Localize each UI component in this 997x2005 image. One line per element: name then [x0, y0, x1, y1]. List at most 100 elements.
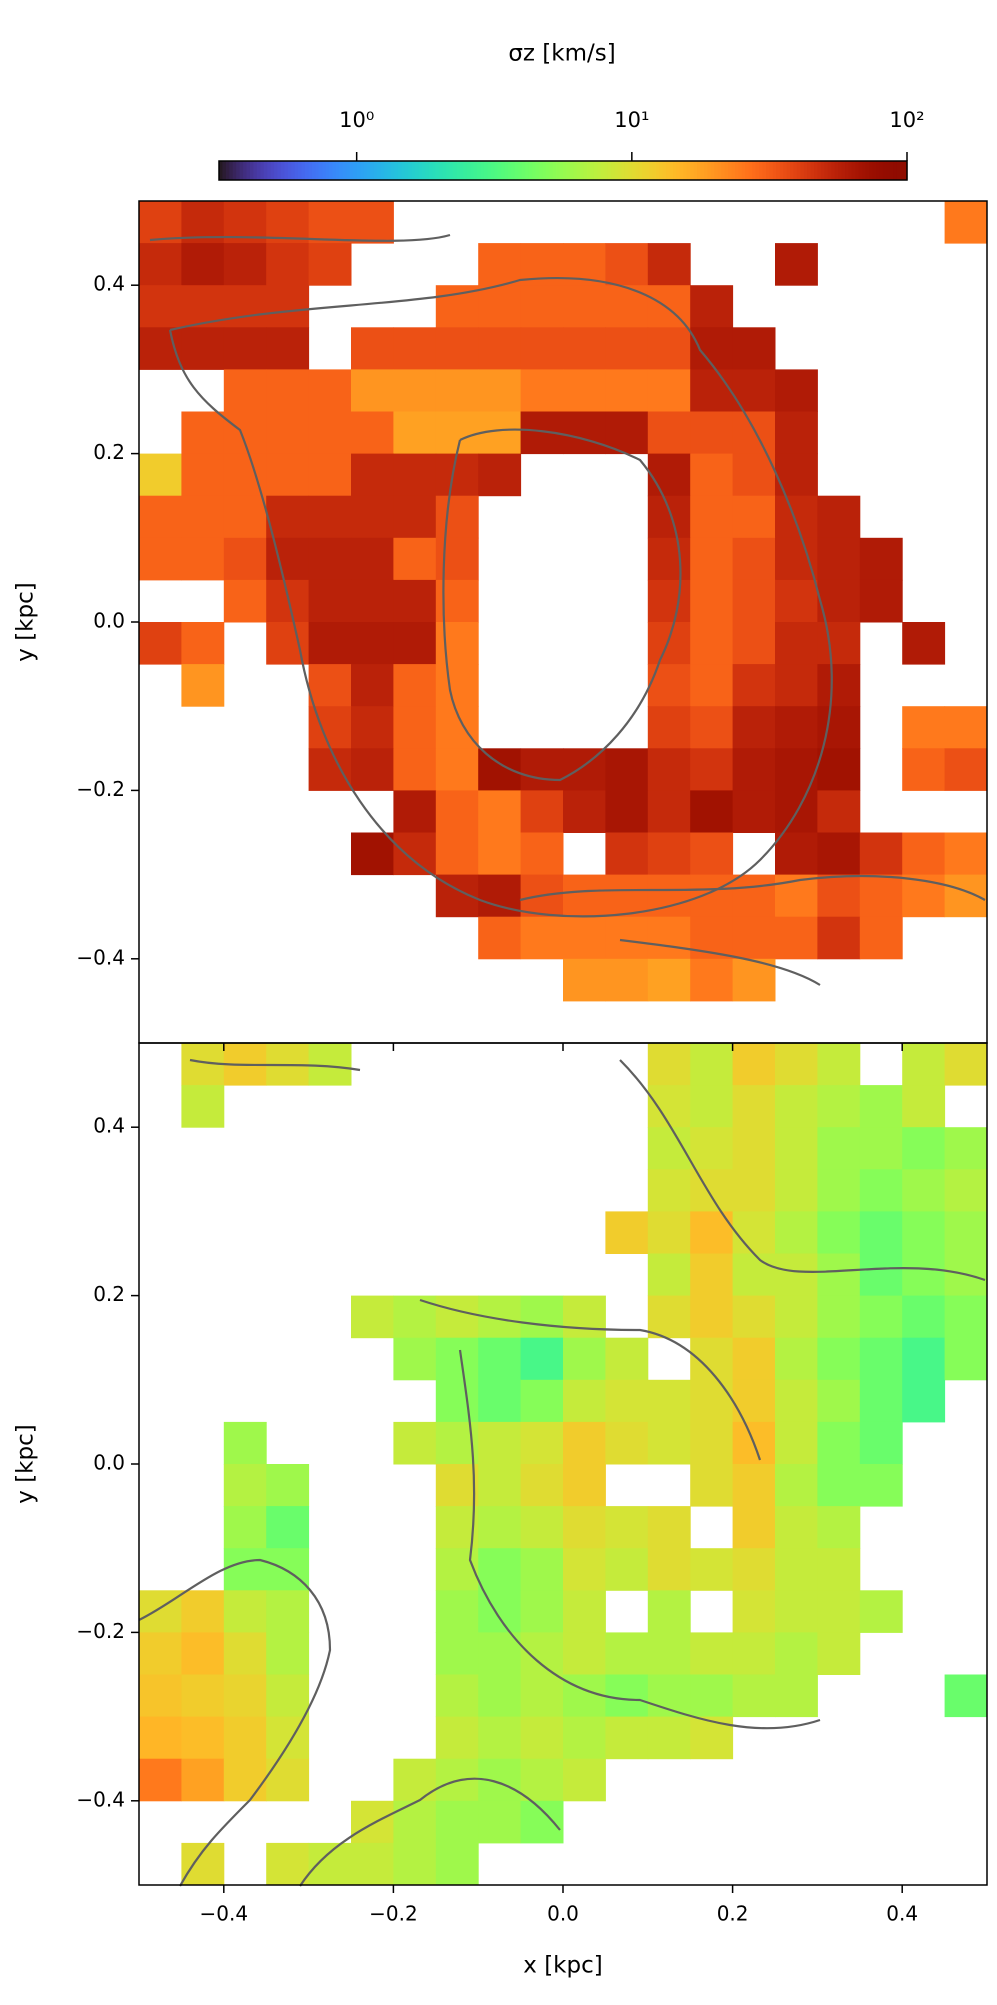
- heatmap-cell: [605, 1379, 649, 1423]
- heatmap-cell: [266, 1548, 310, 1591]
- heatmap-cell: [817, 790, 861, 833]
- colorbar-gradient: [556, 161, 561, 180]
- heatmap-cell: [647, 916, 691, 960]
- heatmap-cell: [435, 664, 479, 707]
- colorbar-gradient: [724, 161, 729, 180]
- heatmap-cell: [690, 832, 734, 876]
- heatmap-cell: [139, 495, 182, 539]
- heatmap-cell: [647, 243, 691, 286]
- y-tick-label: 0.4: [93, 272, 125, 296]
- heatmap-cell: [647, 790, 691, 833]
- x-tick-label: 0.0: [547, 1902, 579, 1926]
- x-tick-label: −0.2: [369, 1902, 418, 1926]
- heatmap-cell: [859, 1464, 903, 1507]
- colorbar-gradient: [401, 161, 406, 180]
- colorbar-gradient: [246, 161, 251, 180]
- heatmap-cell: [817, 1506, 861, 1549]
- heatmap-cell: [393, 1758, 437, 1802]
- heatmap-cell: [478, 1674, 522, 1718]
- colorbar-gradient: [624, 161, 629, 180]
- heatmap-cell: [647, 327, 691, 370]
- heatmap-cell: [817, 1337, 861, 1381]
- heatmap-cell: [647, 285, 691, 328]
- heatmap-cell: [308, 453, 352, 497]
- colorbar-gradient: [532, 161, 537, 180]
- colorbar-gradient: [366, 161, 371, 180]
- colorbar-gradient: [370, 161, 375, 180]
- heatmap-cell: [859, 832, 903, 876]
- heatmap-cell: [308, 537, 352, 581]
- heatmap-cell: [181, 1716, 225, 1760]
- heatmap-cell: [817, 537, 861, 581]
- heatmap-cell: [817, 622, 861, 665]
- heatmap-cell: [393, 369, 437, 412]
- colorbar-gradient: [604, 161, 609, 180]
- colorbar-gradient: [662, 161, 667, 180]
- heatmap-cell: [605, 1421, 649, 1465]
- heatmap-cell: [647, 537, 691, 581]
- colorbar-gradient: [353, 161, 358, 180]
- heatmap-cell: [435, 1674, 479, 1718]
- colorbar-gradient: [831, 161, 836, 180]
- heatmap-cell: [181, 664, 225, 707]
- y-tick-label: −0.2: [76, 777, 125, 801]
- colorbar-gradient: [821, 161, 826, 180]
- heatmap-cell: [139, 537, 182, 581]
- y-tick-label: −0.4: [76, 945, 125, 969]
- colorbar-gradient: [707, 161, 712, 180]
- colorbar-gradient: [339, 161, 344, 180]
- heatmap-cell: [690, 495, 734, 539]
- heatmap-cell: [266, 537, 310, 581]
- heatmap-cell: [817, 1421, 861, 1465]
- colorbar-gradient: [779, 161, 784, 180]
- colorbar-gradient: [490, 161, 495, 180]
- colorbar-gradient: [728, 161, 733, 180]
- heatmap-cell: [775, 411, 818, 455]
- colorbar-gradient: [876, 161, 881, 180]
- colorbar-gradient: [260, 161, 265, 180]
- heatmap-cell: [181, 1085, 225, 1128]
- heatmap-cell: [605, 285, 649, 328]
- colorbar-gradient: [576, 161, 581, 180]
- colorbar-gradient: [704, 161, 709, 180]
- heatmap-cell: [859, 916, 903, 960]
- heatmap-cell: [266, 411, 310, 455]
- heatmap-cell: [944, 1127, 988, 1170]
- heatmap-cell: [817, 1464, 861, 1507]
- heatmap-cell: [647, 1716, 691, 1760]
- heatmap-cell: [817, 1043, 861, 1086]
- colorbar-gradient: [387, 161, 392, 180]
- heatmap-cell: [478, 916, 522, 960]
- heatmap-cell: [732, 1337, 776, 1381]
- heatmap-cell: [563, 1632, 606, 1675]
- colorbar-gradient: [765, 161, 770, 180]
- heatmap-cell: [351, 411, 394, 455]
- heatmap-cell: [647, 706, 691, 749]
- heatmap-cell: [223, 369, 267, 412]
- colorbar-gradient: [666, 161, 671, 180]
- colorbar-gradient: [635, 161, 640, 180]
- heatmap-cell: [775, 1169, 818, 1212]
- colorbar-gradient: [638, 161, 643, 180]
- heatmap-cell: [732, 664, 776, 707]
- colorbar-gradient: [879, 161, 884, 180]
- colorbar-gradient: [480, 161, 485, 180]
- x-axis-label: x [kpc]: [523, 1953, 602, 1979]
- heatmap-cell: [351, 453, 394, 497]
- heatmap-cell: [393, 622, 437, 665]
- heatmap-cell: [944, 1169, 988, 1212]
- colorbar-tick-label: 10¹: [614, 108, 649, 132]
- heatmap-cell: [732, 1085, 776, 1128]
- heatmap-cell: [478, 748, 522, 791]
- colorbar-gradient: [607, 161, 612, 180]
- colorbar-gradient: [408, 161, 413, 180]
- heatmap-cell: [181, 495, 225, 539]
- colorbar-gradient: [679, 161, 684, 180]
- heatmap-cell: [393, 1421, 437, 1465]
- colorbar-gradient: [432, 161, 437, 180]
- heatmap-cell: [690, 1127, 734, 1170]
- heatmap-cell: [690, 1253, 734, 1297]
- heatmap-cell: [902, 832, 946, 876]
- colorbar-gradient: [239, 161, 244, 180]
- heatmap-cell: [859, 1295, 903, 1339]
